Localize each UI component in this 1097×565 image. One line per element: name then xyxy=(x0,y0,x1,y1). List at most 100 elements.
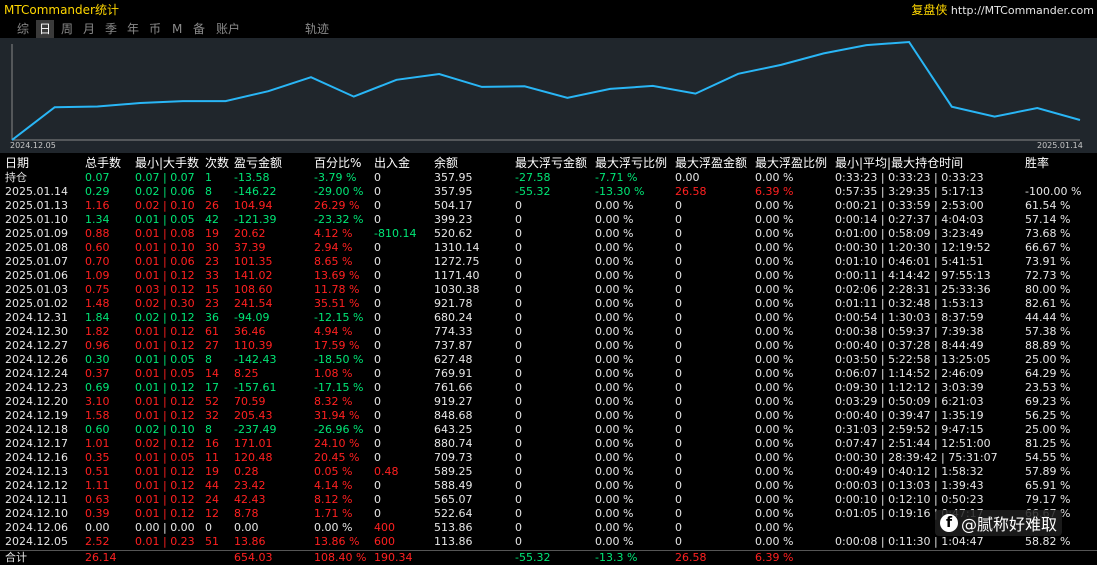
cell-count: 15 xyxy=(205,283,219,296)
cell-max-fp-pct: 0.00 % xyxy=(755,255,794,268)
total-max-fp-pct: 6.39 % xyxy=(755,551,794,564)
table-row[interactable]: 2024.12.05 2.52 0.01 | 0.23 51 13.86 13.86 % 6… xyxy=(0,535,1097,549)
cell-date: 2024.12.12 xyxy=(5,479,68,492)
table-row[interactable]: 2025.01.08 0.60 0.01 | 0.10 30 37.39 2.94 % 0 1… xyxy=(0,241,1097,255)
header-cell[interactable]: 盈亏金额 xyxy=(234,156,283,170)
watermark-text: @腻称好难取 xyxy=(961,515,1058,534)
cell-max-fl: 0 xyxy=(515,339,522,352)
tab-1[interactable]: 日 xyxy=(36,20,55,38)
table-row[interactable]: 2024.12.11 0.63 0.01 | 0.12 24 42.43 8.12 % 0 5… xyxy=(0,493,1097,507)
cell-lots: 1.48 xyxy=(85,297,110,310)
cell-pct: 4.94 % xyxy=(314,325,353,338)
table-row[interactable]: 2024.12.17 1.01 0.02 | 0.12 16 171.01 24.10 %… xyxy=(0,437,1097,451)
tab-2[interactable]: 周 xyxy=(61,22,74,36)
header-cell[interactable]: 次数 xyxy=(205,156,230,170)
cell-minmax: 0.02 | 0.12 xyxy=(135,311,195,324)
tab-7[interactable]: M xyxy=(172,22,183,36)
tab-8[interactable]: 备 xyxy=(193,22,206,36)
table-row[interactable]: 2024.12.20 3.10 0.01 | 0.12 52 70.59 8.32 % 0 9… xyxy=(0,395,1097,409)
table-row[interactable]: 2025.01.02 1.48 0.02 | 0.30 23 241.54 35.51 %… xyxy=(0,297,1097,311)
cell-date: 2024.12.05 xyxy=(5,535,68,548)
cell-balance: 1272.75 xyxy=(434,255,480,268)
table-row[interactable]: 2024.12.18 0.60 0.02 | 0.10 8 -237.49 -26.96 … xyxy=(0,423,1097,437)
table-row[interactable]: 2024.12.26 0.30 0.01 | 0.05 8 -142.43 -18.50 … xyxy=(0,353,1097,367)
header-cell[interactable]: 最大浮亏金额 xyxy=(515,156,588,170)
brand-url[interactable]: http://MTCommander.com xyxy=(950,4,1094,17)
cell-balance: 113.86 xyxy=(434,535,473,548)
total-row: 合计 26.14 654.03 108.40 % 190.34 -55.32 -13.3 %… xyxy=(0,550,1097,565)
table-row[interactable]: 2025.01.03 0.75 0.03 | 0.12 15 108.60 11.78 %… xyxy=(0,283,1097,297)
cell-pct: 13.69 % xyxy=(314,269,360,282)
table-row[interactable]: 2024.12.06 0.00 0.00 | 0.00 0 0.00 0.00 % 400 5… xyxy=(0,521,1097,535)
cell-max-fl-pct: 0.00 % xyxy=(595,423,634,436)
cell-pct: 1.08 % xyxy=(314,367,353,380)
table-row[interactable]: 2024.12.23 0.69 0.01 | 0.12 17 -157.61 -17.15… xyxy=(0,381,1097,395)
tab-6[interactable]: 币 xyxy=(149,22,162,36)
cell-max-fl-pct: 0.00 % xyxy=(595,521,634,534)
brand-name: 复盘侠 xyxy=(911,3,948,17)
table-row[interactable]: 2024.12.30 1.82 0.01 | 0.12 61 36.46 4.94 % 0 7… xyxy=(0,325,1097,339)
header-cell[interactable]: 最小|大手数 xyxy=(135,156,200,170)
tab-4[interactable]: 季 xyxy=(105,22,118,36)
table-row[interactable]: 2024.12.12 1.11 0.01 | 0.12 44 23.42 4.14 % 0 5… xyxy=(0,479,1097,493)
table-row[interactable]: 2024.12.10 0.39 0.01 | 0.12 12 8.78 1.71 % 0 52… xyxy=(0,507,1097,521)
cell-balance: 919.27 xyxy=(434,395,473,408)
tab-0[interactable]: 综 xyxy=(17,22,30,36)
cell-minmax: 0.01 | 0.12 xyxy=(135,269,195,282)
cell-max-fl: 0 xyxy=(515,409,522,422)
cell-max-fl: 0 xyxy=(515,479,522,492)
cell-win: 69.23 % xyxy=(1025,395,1071,408)
cell-max-fp-pct: 0.00 % xyxy=(755,213,794,226)
table-row[interactable]: 2024.12.24 0.37 0.01 | 0.05 14 8.25 1.08 % 0 76… xyxy=(0,367,1097,381)
cell-lots: 0.35 xyxy=(85,451,110,464)
tab-10[interactable]: 轨迹 xyxy=(305,22,330,36)
header-cell[interactable]: 胜率 xyxy=(1025,156,1050,170)
cell-flow: 0 xyxy=(374,451,381,464)
header-cell[interactable]: 出入金 xyxy=(374,156,411,170)
table-row[interactable]: 2025.01.14 0.29 0.02 | 0.06 8 -146.22 -29.00 … xyxy=(0,185,1097,199)
cell-pnl: -121.39 xyxy=(234,213,277,226)
cell-pnl: 101.35 xyxy=(234,255,273,268)
cell-win: 72.73 % xyxy=(1025,269,1071,282)
cell-max-fl-pct: 0.00 % xyxy=(595,493,634,506)
cell-max-fp: 0 xyxy=(675,409,682,422)
table-row[interactable]: 2025.01.10 1.34 0.01 | 0.05 42 -121.39 -23.32… xyxy=(0,213,1097,227)
table-row[interactable]: 2025.01.13 1.16 0.02 | 0.10 26 104.94 26.29 %… xyxy=(0,199,1097,213)
table-row[interactable]: 2024.12.31 1.84 0.02 | 0.12 36 -94.09 -12.15 … xyxy=(0,311,1097,325)
table-row[interactable]: 2024.12.27 0.96 0.01 | 0.12 27 110.39 17.59 %… xyxy=(0,339,1097,353)
header-cell[interactable]: 最大浮盈金额 xyxy=(675,156,748,170)
header-cell[interactable]: 总手数 xyxy=(85,156,122,170)
cell-flow: 0 xyxy=(374,283,381,296)
table-row[interactable]: 2025.01.06 1.09 0.01 | 0.12 33 141.02 13.69 %… xyxy=(0,269,1097,283)
header-cell[interactable]: 百分比% xyxy=(314,156,362,170)
table-row[interactable]: 2024.12.16 0.35 0.01 | 0.05 11 120.48 20.45 %… xyxy=(0,451,1097,465)
cell-max-fl-pct: 0.00 % xyxy=(595,325,634,338)
table-row[interactable]: 2025.01.07 0.70 0.01 | 0.06 23 101.35 8.65 % 0… xyxy=(0,255,1097,269)
cell-max-fl: 0 xyxy=(515,521,522,534)
header-cell[interactable]: 日期 xyxy=(5,156,30,170)
header-cell[interactable]: 余额 xyxy=(434,156,459,170)
cell-max-fl-pct: 0.00 % xyxy=(595,283,634,296)
header-cell[interactable]: 最小|平均|最大持仓时间 xyxy=(835,156,964,170)
cell-minmax: 0.02 | 0.30 xyxy=(135,297,195,310)
cell-max-fl-pct: 0.00 % xyxy=(595,269,634,282)
cell-balance: 1310.14 xyxy=(434,241,480,254)
cell-max-fl: 0 xyxy=(515,395,522,408)
cell-pct: 13.86 % xyxy=(314,535,360,548)
table-row[interactable]: 2024.12.19 1.58 0.01 | 0.12 32 205.43 31.94 %… xyxy=(0,409,1097,423)
cell-pnl: 104.94 xyxy=(234,199,273,212)
tab-9[interactable]: 账户 xyxy=(216,22,241,36)
header-cell[interactable]: 最大浮亏比例 xyxy=(595,156,668,170)
tab-3[interactable]: 月 xyxy=(83,22,96,36)
cell-hold: 0:00:40 | 0:37:28 | 8:44:49 xyxy=(835,339,984,352)
cell-max-fl: 0 xyxy=(515,199,522,212)
cell-pnl: 36.46 xyxy=(234,325,266,338)
cell-hold: 0:07:47 | 2:51:44 | 12:51:00 xyxy=(835,437,991,450)
tab-5[interactable]: 年 xyxy=(127,22,140,36)
cell-pct: 17.59 % xyxy=(314,339,360,352)
header-cell[interactable]: 最大浮盈比例 xyxy=(755,156,828,170)
table-row[interactable]: 2024.12.13 0.51 0.01 | 0.12 19 0.28 0.05 % 0.4… xyxy=(0,465,1097,479)
cell-hold: 0:00:38 | 0:59:37 | 7:39:38 xyxy=(835,325,984,338)
table-row[interactable]: 持仓 0.07 0.07 | 0.07 1 -13.58 -3.79 % 0 357.95 -2… xyxy=(0,171,1097,185)
table-row[interactable]: 2025.01.09 0.88 0.01 | 0.08 19 20.62 4.12 % -8… xyxy=(0,227,1097,241)
